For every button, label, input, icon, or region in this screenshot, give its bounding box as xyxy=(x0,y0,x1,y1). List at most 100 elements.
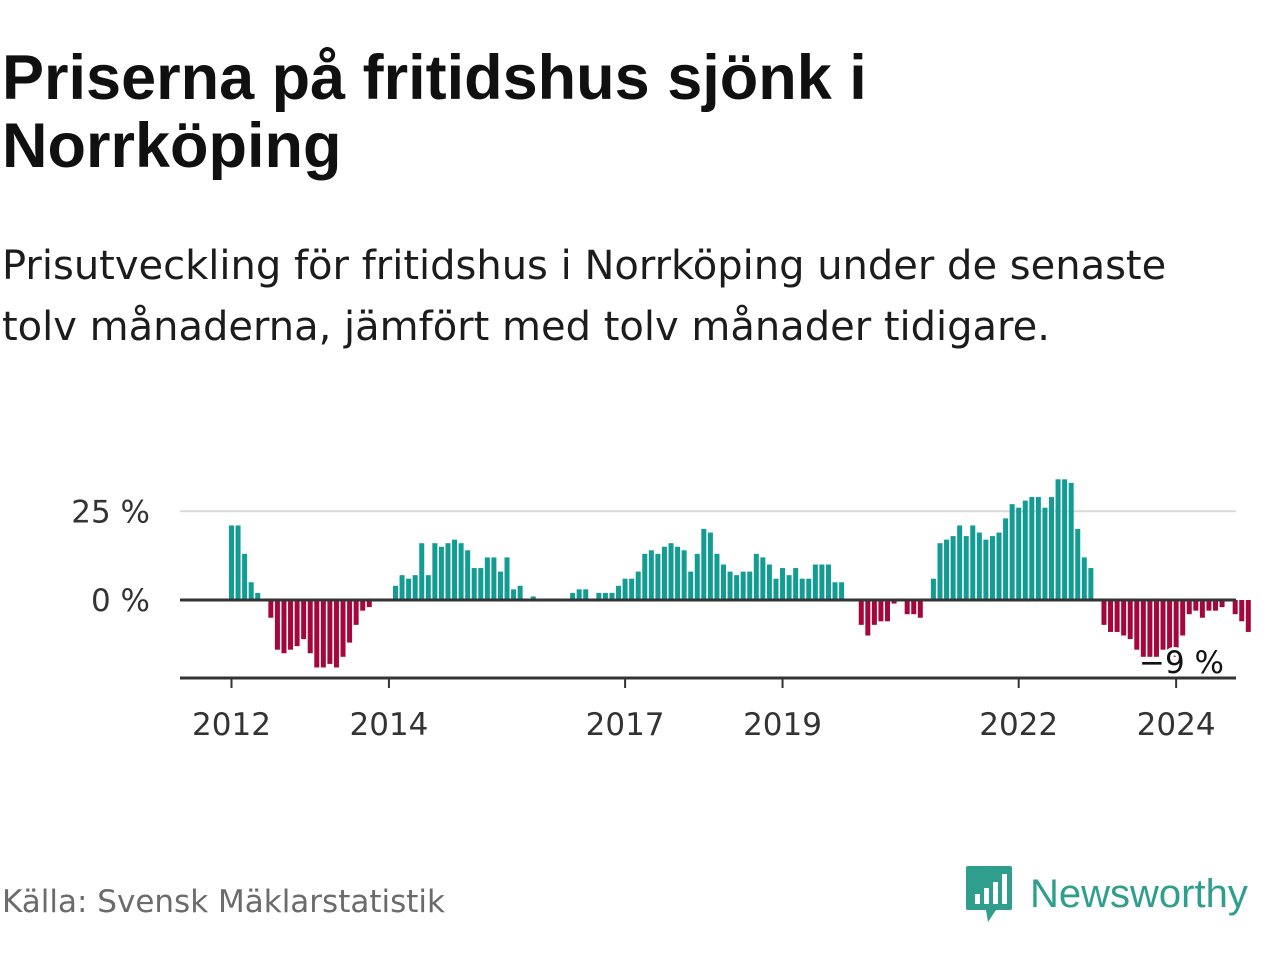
bar xyxy=(1206,600,1212,611)
bar xyxy=(721,564,726,600)
bar xyxy=(452,539,458,600)
bar xyxy=(976,532,982,600)
source-note: Källa: Svensk Mäklarstatistik xyxy=(2,884,445,920)
bar xyxy=(353,600,359,625)
bar xyxy=(412,575,418,600)
bar xyxy=(602,592,608,600)
bar xyxy=(1193,600,1199,611)
bar xyxy=(268,600,274,618)
bar xyxy=(793,568,799,600)
y-axis-labels: 0 % 25 % xyxy=(71,494,150,619)
bar xyxy=(661,546,667,600)
bar xyxy=(609,592,615,600)
bar xyxy=(747,571,753,600)
bar xyxy=(871,600,877,625)
bar xyxy=(694,553,700,600)
bar xyxy=(445,543,451,600)
bar xyxy=(675,546,681,600)
bar xyxy=(825,564,831,600)
bar xyxy=(530,596,536,600)
bar xyxy=(406,578,412,600)
bar xyxy=(1167,600,1173,654)
bar xyxy=(320,600,326,668)
bar xyxy=(1009,504,1015,600)
bar xyxy=(235,525,241,600)
bar xyxy=(327,600,333,664)
bar xyxy=(727,571,733,600)
bar xyxy=(484,557,490,600)
bar xyxy=(1016,507,1022,600)
bar xyxy=(242,553,248,600)
bar xyxy=(930,578,936,600)
bar xyxy=(583,589,589,600)
bar xyxy=(465,550,471,600)
bar xyxy=(1134,600,1140,650)
bar xyxy=(1022,500,1028,600)
bar xyxy=(497,571,503,600)
bar xyxy=(635,571,641,600)
bar xyxy=(1232,600,1238,615)
bar xyxy=(229,525,234,600)
bar xyxy=(504,557,510,600)
bar xyxy=(1127,600,1133,640)
bar xyxy=(648,550,654,600)
chart-bars xyxy=(229,479,1251,668)
bar xyxy=(1081,557,1087,600)
bar xyxy=(904,600,910,615)
bar-chart: 0 % 25 % 2012 2014 2017 2019 2022 2024 −9 % xyxy=(71,479,1251,743)
last-value-annotation: −9 % xyxy=(1136,642,1227,684)
bar xyxy=(865,600,871,636)
x-tick-label: 2017 xyxy=(586,707,665,743)
bar xyxy=(478,568,484,600)
bar xyxy=(1199,600,1205,618)
bar xyxy=(839,582,845,600)
bar xyxy=(642,553,648,600)
bar xyxy=(1075,529,1081,600)
x-tick-label: 2022 xyxy=(979,707,1058,743)
bar xyxy=(983,539,989,600)
bar xyxy=(1049,497,1054,600)
bar xyxy=(1068,482,1074,600)
bar xyxy=(812,564,818,600)
bar xyxy=(688,571,694,600)
bar xyxy=(248,582,254,600)
bar xyxy=(1239,600,1245,622)
last-value-label: −9 % xyxy=(1139,645,1224,681)
bar xyxy=(1160,600,1166,650)
bar xyxy=(1213,600,1218,611)
bar xyxy=(432,543,438,600)
bar xyxy=(1088,568,1094,600)
x-tick-label: 2024 xyxy=(1137,707,1216,743)
bar xyxy=(970,525,976,600)
bar xyxy=(937,543,943,600)
chart-title: Priserna på fritidshus sjönk i Norrköpin… xyxy=(2,43,867,181)
x-axis-labels: 2012 2014 2017 2019 2022 2024 xyxy=(192,678,1216,743)
bar xyxy=(786,575,792,600)
bar xyxy=(1180,600,1186,636)
x-tick-label: 2019 xyxy=(743,707,822,743)
bar xyxy=(307,600,313,654)
bar xyxy=(340,600,346,657)
bar xyxy=(878,600,884,622)
chart-axes xyxy=(180,598,1236,680)
bar xyxy=(989,536,995,600)
bar xyxy=(1173,600,1179,657)
bar xyxy=(471,568,477,600)
bar xyxy=(753,553,759,600)
bar xyxy=(1055,479,1061,600)
bar xyxy=(944,539,950,600)
bar xyxy=(911,600,917,615)
bar xyxy=(347,600,353,643)
bar xyxy=(458,543,464,600)
bar xyxy=(616,585,622,600)
bar xyxy=(819,564,825,600)
bar xyxy=(832,582,838,600)
bar xyxy=(1140,600,1146,657)
bar xyxy=(950,536,956,600)
bar xyxy=(1219,600,1225,608)
bar xyxy=(517,585,523,600)
bar xyxy=(366,600,372,608)
bar xyxy=(963,536,969,600)
bar xyxy=(766,564,772,600)
bar xyxy=(419,543,425,600)
